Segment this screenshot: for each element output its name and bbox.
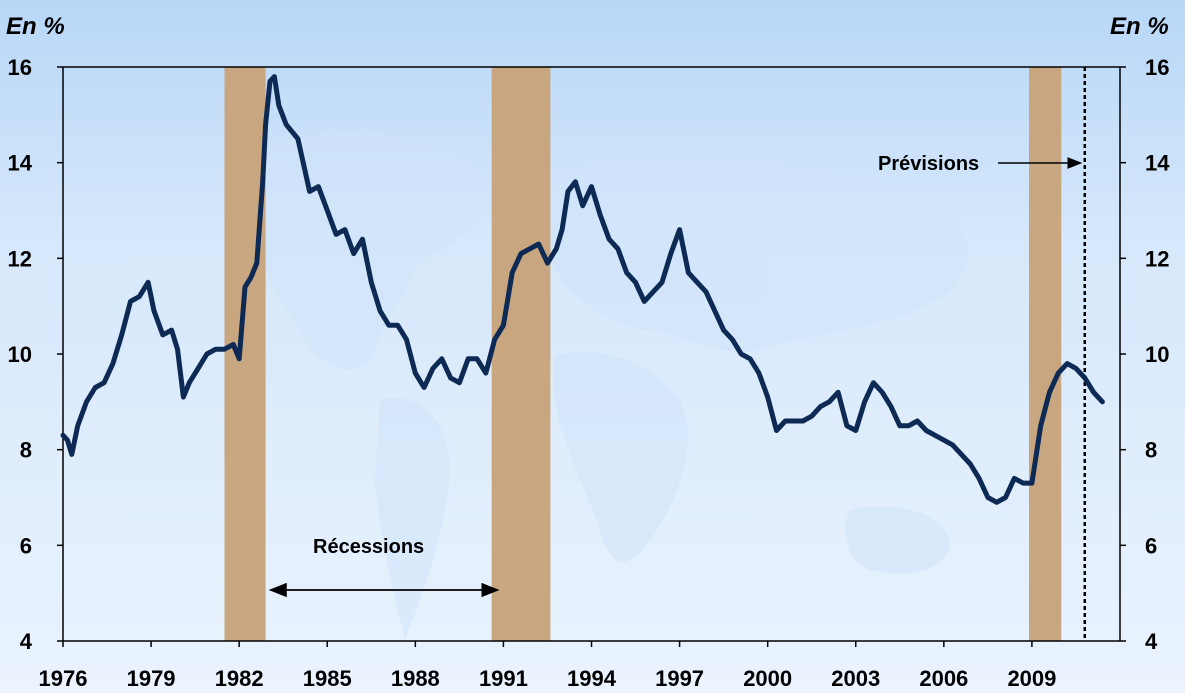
x-tick-label: 2000: [743, 666, 792, 691]
y-tick-label-left: 4: [20, 629, 33, 654]
y-tick-label-left: 8: [20, 438, 32, 463]
y-tick-label-right: 14: [1145, 151, 1170, 176]
x-tick-label: 2006: [919, 666, 968, 691]
y-tick-label-left: 14: [8, 151, 33, 176]
x-tick-label: 1982: [215, 666, 264, 691]
recession-bar-1: [224, 67, 266, 641]
y-tick-label-left: 16: [8, 55, 32, 80]
x-tick-label: 1976: [39, 666, 88, 691]
y-axis-unit-left: En %: [6, 13, 65, 40]
series-line: [60, 74, 1105, 505]
forecast-label: Prévisions: [878, 153, 979, 175]
recessions-label: Récessions: [313, 536, 424, 558]
y-axis-unit-right: En %: [1110, 13, 1169, 40]
recession-bar-3: [1028, 67, 1062, 641]
x-tick-label: 1979: [127, 666, 176, 691]
x-tick-label: 1991: [479, 666, 528, 691]
y-tick-label-right: 6: [1145, 533, 1157, 558]
y-tick-label-right: 4: [1145, 629, 1158, 654]
y-tick-label-left: 6: [20, 533, 32, 558]
recession-bar-2: [491, 67, 551, 641]
y-tick-label-right: 12: [1145, 246, 1169, 271]
y-tick-label-left: 12: [8, 246, 32, 271]
x-tick-label: 1994: [567, 666, 617, 691]
x-tick-label: 1988: [391, 666, 440, 691]
x-tick-label: 1985: [303, 666, 352, 691]
x-tick-label: 1997: [655, 666, 704, 691]
y-tick-label-left: 10: [8, 342, 32, 367]
world-map-watermark: [251, 132, 968, 640]
x-tick-label: 2009: [1007, 666, 1056, 691]
y-tick-label-right: 10: [1145, 342, 1169, 367]
y-tick-label-right: 8: [1145, 438, 1157, 463]
y-tick-label-right: 16: [1145, 55, 1169, 80]
x-tick-label: 2003: [831, 666, 880, 691]
